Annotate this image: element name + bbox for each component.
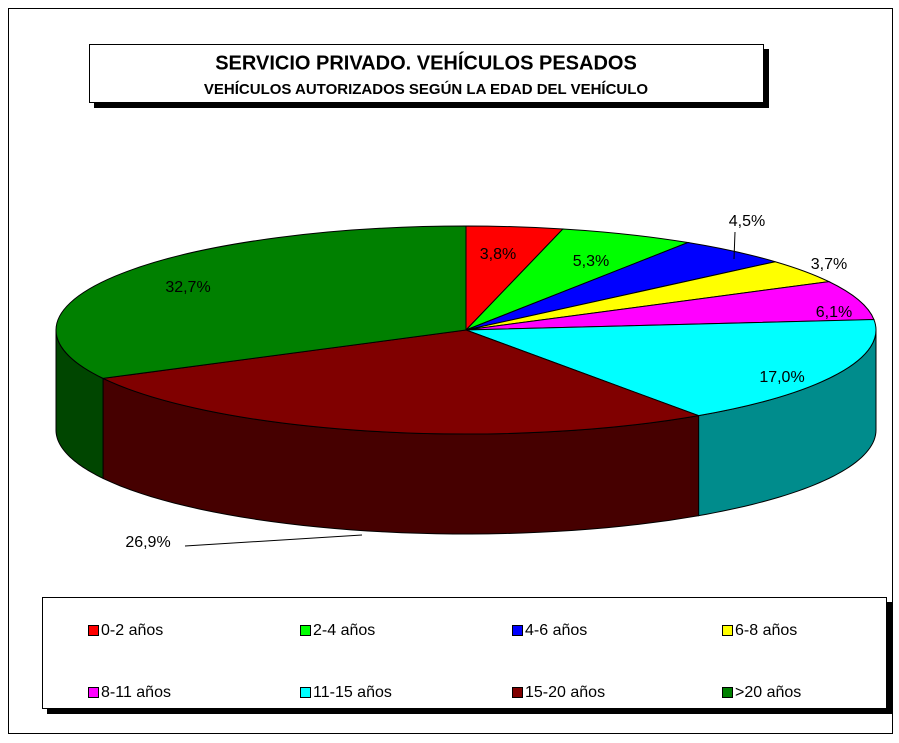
data-label: 3,7% <box>811 256 847 273</box>
legend-label: 4-6 años <box>525 622 587 639</box>
legend-swatch <box>512 687 523 698</box>
data-label: 3,8% <box>480 246 516 263</box>
legend-swatch <box>300 625 311 636</box>
data-label: 5,3% <box>573 253 609 270</box>
legend-label: 8-11 años <box>101 684 171 701</box>
data-label: 6,1% <box>816 304 852 321</box>
data-label: 17,0% <box>759 369 804 386</box>
pie-slice <box>101 329 701 435</box>
legend-swatch <box>88 687 99 698</box>
legend-swatch <box>722 687 733 698</box>
data-label: 26,9% <box>125 534 170 551</box>
pie-slice <box>465 319 877 417</box>
pie-slice <box>55 225 467 379</box>
leader-line <box>733 231 736 260</box>
legend-box <box>42 597 887 709</box>
chart-title: SERVICIO PRIVADO. VEHÍCULOS PESADOS <box>215 51 637 74</box>
legend-swatch <box>300 687 311 698</box>
leader-line <box>184 534 363 547</box>
title-box <box>89 44 764 103</box>
pie-slice <box>465 281 875 331</box>
data-label: 4,5% <box>729 213 765 230</box>
legend-label: >20 años <box>735 684 801 701</box>
legend-label: 6-8 años <box>735 622 797 639</box>
legend-label: 0-2 años <box>101 622 163 639</box>
legend-label: 15-20 años <box>525 684 605 701</box>
legend-swatch <box>722 625 733 636</box>
legend-swatch <box>512 625 523 636</box>
data-label: 32,7% <box>165 279 210 296</box>
pie-slice <box>465 228 690 331</box>
legend-label: 11-15 años <box>313 684 392 701</box>
chart-subtitle: VEHÍCULOS AUTORIZADOS SEGÚN LA EDAD DEL … <box>204 80 649 98</box>
legend-label: 2-4 años <box>313 622 375 639</box>
legend-swatch <box>88 625 99 636</box>
